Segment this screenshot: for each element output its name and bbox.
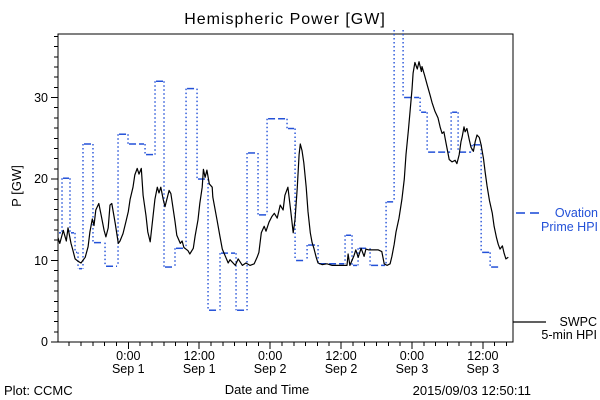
legend-swpc-label-line1: SWPC (559, 315, 598, 329)
x-axis-label: Date and Time (224, 382, 310, 397)
y-tick-label: 30 (34, 90, 48, 105)
x-tick-label: 0:00 Sep 1 (96, 350, 160, 375)
plot-timestamp: 2015/09/03 12:50:11 (412, 383, 531, 398)
legend-ovation-label-line1: Ovation (554, 206, 598, 220)
x-tick-time: 12:00 (325, 349, 357, 363)
x-tick-label: 12:00 Sep 2 (309, 350, 373, 375)
x-tick-label: 0:00 Sep 2 (238, 350, 302, 375)
x-tick-date: Sep 3 (395, 361, 429, 376)
y-tick-label: 20 (34, 172, 48, 187)
chart-title: Hemispheric Power [GW] (184, 11, 386, 28)
x-tick-time: 12:00 (467, 349, 499, 363)
plot-frame (57, 33, 514, 343)
x-tick-date: Sep 2 (324, 361, 358, 376)
legend-swpc-label-line2: 5-min HPI (541, 328, 597, 342)
x-tick-time: 0:00 (257, 349, 283, 363)
x-tick-date: Sep 1 (182, 361, 216, 376)
x-tick-date: Sep 2 (253, 361, 287, 376)
y-tick-label: 0 (41, 335, 48, 349)
x-tick-time: 0:00 (399, 349, 425, 363)
y-tick-label: 10 (34, 253, 48, 268)
plot-credit: Plot: CCMC (4, 383, 73, 398)
legend-ovation-label-line2: Prime HPI (541, 220, 598, 234)
swpc-line (57, 61, 509, 266)
x-tick-label: 0:00 Sep 3 (380, 350, 444, 375)
x-tick-label: 12:00 Sep 3 (451, 350, 515, 375)
x-tick-date: Sep 3 (466, 361, 500, 376)
x-tick-date: Sep 1 (111, 361, 145, 376)
x-tick-time: 12:00 (183, 349, 215, 363)
x-tick-time: 0:00 (116, 349, 141, 363)
x-tick-label: 12:00 Sep 1 (167, 350, 231, 375)
